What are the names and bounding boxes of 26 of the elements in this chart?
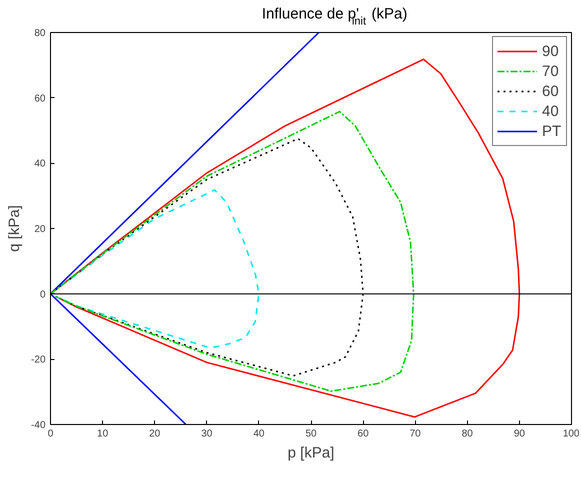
y-tick-label: -40 (31, 420, 46, 431)
x-tick-label: 20 (149, 428, 161, 440)
x-tick-label: 40 (253, 428, 265, 440)
y-axis-title: q [kPa] (6, 205, 24, 252)
x-tick-label: 70 (410, 428, 422, 440)
legend-label: 60 (542, 82, 560, 100)
x-tick-label: 90 (514, 428, 526, 440)
y-tick-label: 40 (34, 158, 46, 170)
x-tick-label: 10 (97, 428, 109, 440)
x-tick-label: 30 (201, 428, 213, 440)
x-tick-label: 50 (305, 428, 317, 440)
legend-label: 40 (542, 102, 560, 120)
legend-label: 90 (542, 42, 560, 60)
x-tick-label: 80 (462, 428, 474, 440)
legend-label: 70 (542, 62, 560, 80)
y-tick-label: 0 (40, 289, 46, 300)
y-tick-label: 80 (34, 28, 46, 39)
y-tick-label: 60 (34, 93, 46, 104)
x-tick-label: 60 (358, 428, 370, 440)
x-tick-label: 100 (562, 428, 580, 440)
y-tick-label: -20 (31, 354, 46, 366)
legend-label: PT (542, 122, 562, 140)
x-axis-title: p [kPa] (288, 444, 334, 462)
x-tick-label: 0 (48, 428, 54, 440)
chart-title: Influence de p'init (kPa) (262, 6, 408, 28)
y-tick-label: 20 (34, 224, 46, 235)
